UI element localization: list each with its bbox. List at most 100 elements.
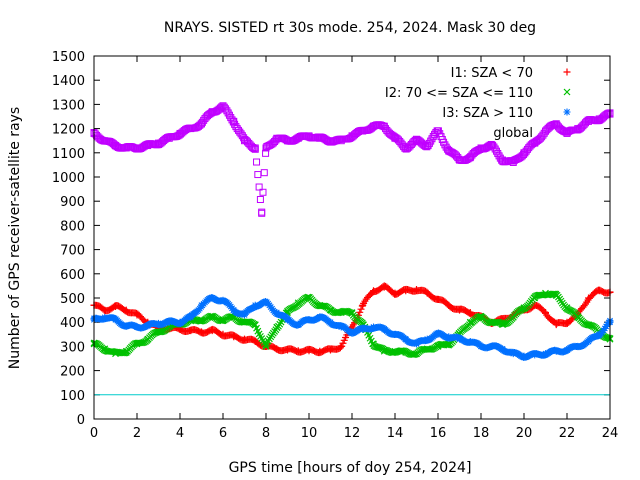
- data-point: [258, 209, 266, 217]
- data-point: [574, 313, 582, 321]
- data-point: [380, 283, 388, 291]
- data-point: [198, 301, 205, 309]
- y-tick-label: 1200: [52, 123, 85, 138]
- data-point: [391, 330, 399, 338]
- x-tick-label: 10: [301, 426, 318, 441]
- y-tick-label: 1500: [52, 50, 85, 65]
- data-point: [133, 323, 141, 331]
- data-point: [445, 333, 453, 341]
- y-tick-label: 200: [60, 365, 85, 380]
- data-point: [101, 345, 109, 353]
- data-point: [370, 340, 377, 348]
- data-point: [542, 289, 549, 297]
- data-point: [595, 115, 603, 123]
- x-tick-label: 14: [387, 426, 404, 441]
- data-point: [122, 347, 130, 355]
- y-tick-label: 400: [60, 316, 85, 331]
- data-point: [456, 156, 463, 164]
- data-point: [509, 158, 517, 166]
- data-point: [585, 294, 592, 302]
- data-point: [531, 139, 539, 147]
- data-point: [413, 286, 420, 294]
- x-axis-label: GPS time [hours of doy 254, 2024]: [229, 460, 472, 476]
- data-point: [198, 328, 205, 336]
- data-point: [133, 311, 141, 319]
- data-point: [316, 134, 324, 142]
- data-point: [359, 127, 367, 135]
- data-point: [552, 120, 560, 128]
- data-point: [563, 318, 571, 326]
- data-point: [219, 330, 227, 338]
- data-point: [520, 352, 528, 360]
- data-point: [445, 301, 453, 309]
- plot-frame: [93, 55, 611, 420]
- x-tick-label: 0: [90, 426, 98, 441]
- data-point: [359, 301, 367, 309]
- data-point: [144, 142, 152, 150]
- data-point: [423, 345, 431, 353]
- series-4-point: [256, 196, 264, 204]
- series-4-point: [255, 183, 263, 191]
- data-point: [155, 319, 162, 327]
- legend-label: global: [493, 126, 533, 141]
- y-tick-label: 800: [60, 219, 85, 234]
- data-point: [262, 342, 270, 350]
- data-point: [531, 294, 539, 302]
- data-point: [251, 301, 259, 309]
- data-point: [585, 117, 592, 125]
- series-4-point: [262, 149, 270, 157]
- data-point: [552, 292, 560, 300]
- data-point: [531, 351, 539, 359]
- x-tick-label: 12: [344, 426, 361, 441]
- data-point: [391, 134, 399, 142]
- data-point: [144, 322, 152, 330]
- data-point: [423, 142, 431, 150]
- data-point: [187, 313, 195, 321]
- data-point: [208, 313, 216, 321]
- data-point: [488, 318, 496, 326]
- data-point: [155, 139, 162, 147]
- data-point: [230, 117, 238, 125]
- data-point: [348, 309, 356, 316]
- data-point: [219, 296, 227, 304]
- series-4: [90, 102, 614, 217]
- chart-title: NRAYS. SISTED rt 30s mode. 254, 2024. Ma…: [164, 20, 536, 36]
- data-point: [595, 330, 603, 338]
- data-point: [488, 342, 496, 350]
- data-point: [251, 338, 259, 346]
- data-point: [574, 342, 582, 350]
- data-point: [477, 342, 485, 350]
- data-point: [305, 316, 313, 324]
- data-point: [370, 122, 377, 130]
- y-tick-label: 500: [60, 292, 85, 307]
- data-point: [176, 318, 184, 326]
- series-2-point: [374, 343, 382, 351]
- data-point: [230, 306, 238, 314]
- data-point: [434, 295, 442, 303]
- y-tick-label: 1100: [52, 147, 85, 162]
- data-point: [380, 347, 388, 355]
- data-point: [445, 340, 453, 348]
- legend-marker: [563, 108, 571, 116]
- data-point: [542, 309, 549, 317]
- data-point: [101, 137, 109, 145]
- data-point: [327, 318, 334, 326]
- data-point: [198, 316, 205, 324]
- x-tick-label: 20: [516, 426, 533, 441]
- data-point: [294, 321, 302, 329]
- data-point: [380, 325, 388, 333]
- data-point: [112, 302, 119, 310]
- y-tick-label: 1000: [52, 171, 85, 186]
- data-point: [348, 328, 356, 336]
- data-point: [112, 316, 119, 324]
- data-point: [423, 335, 431, 343]
- y-tick-label: 900: [60, 195, 85, 210]
- y-tick-label: 100: [60, 389, 85, 404]
- data-point: [187, 327, 195, 335]
- series-layer: [90, 102, 614, 361]
- data-point: [413, 350, 420, 358]
- data-point: [391, 347, 399, 355]
- series-1-point: [336, 344, 344, 352]
- data-point: [176, 129, 184, 137]
